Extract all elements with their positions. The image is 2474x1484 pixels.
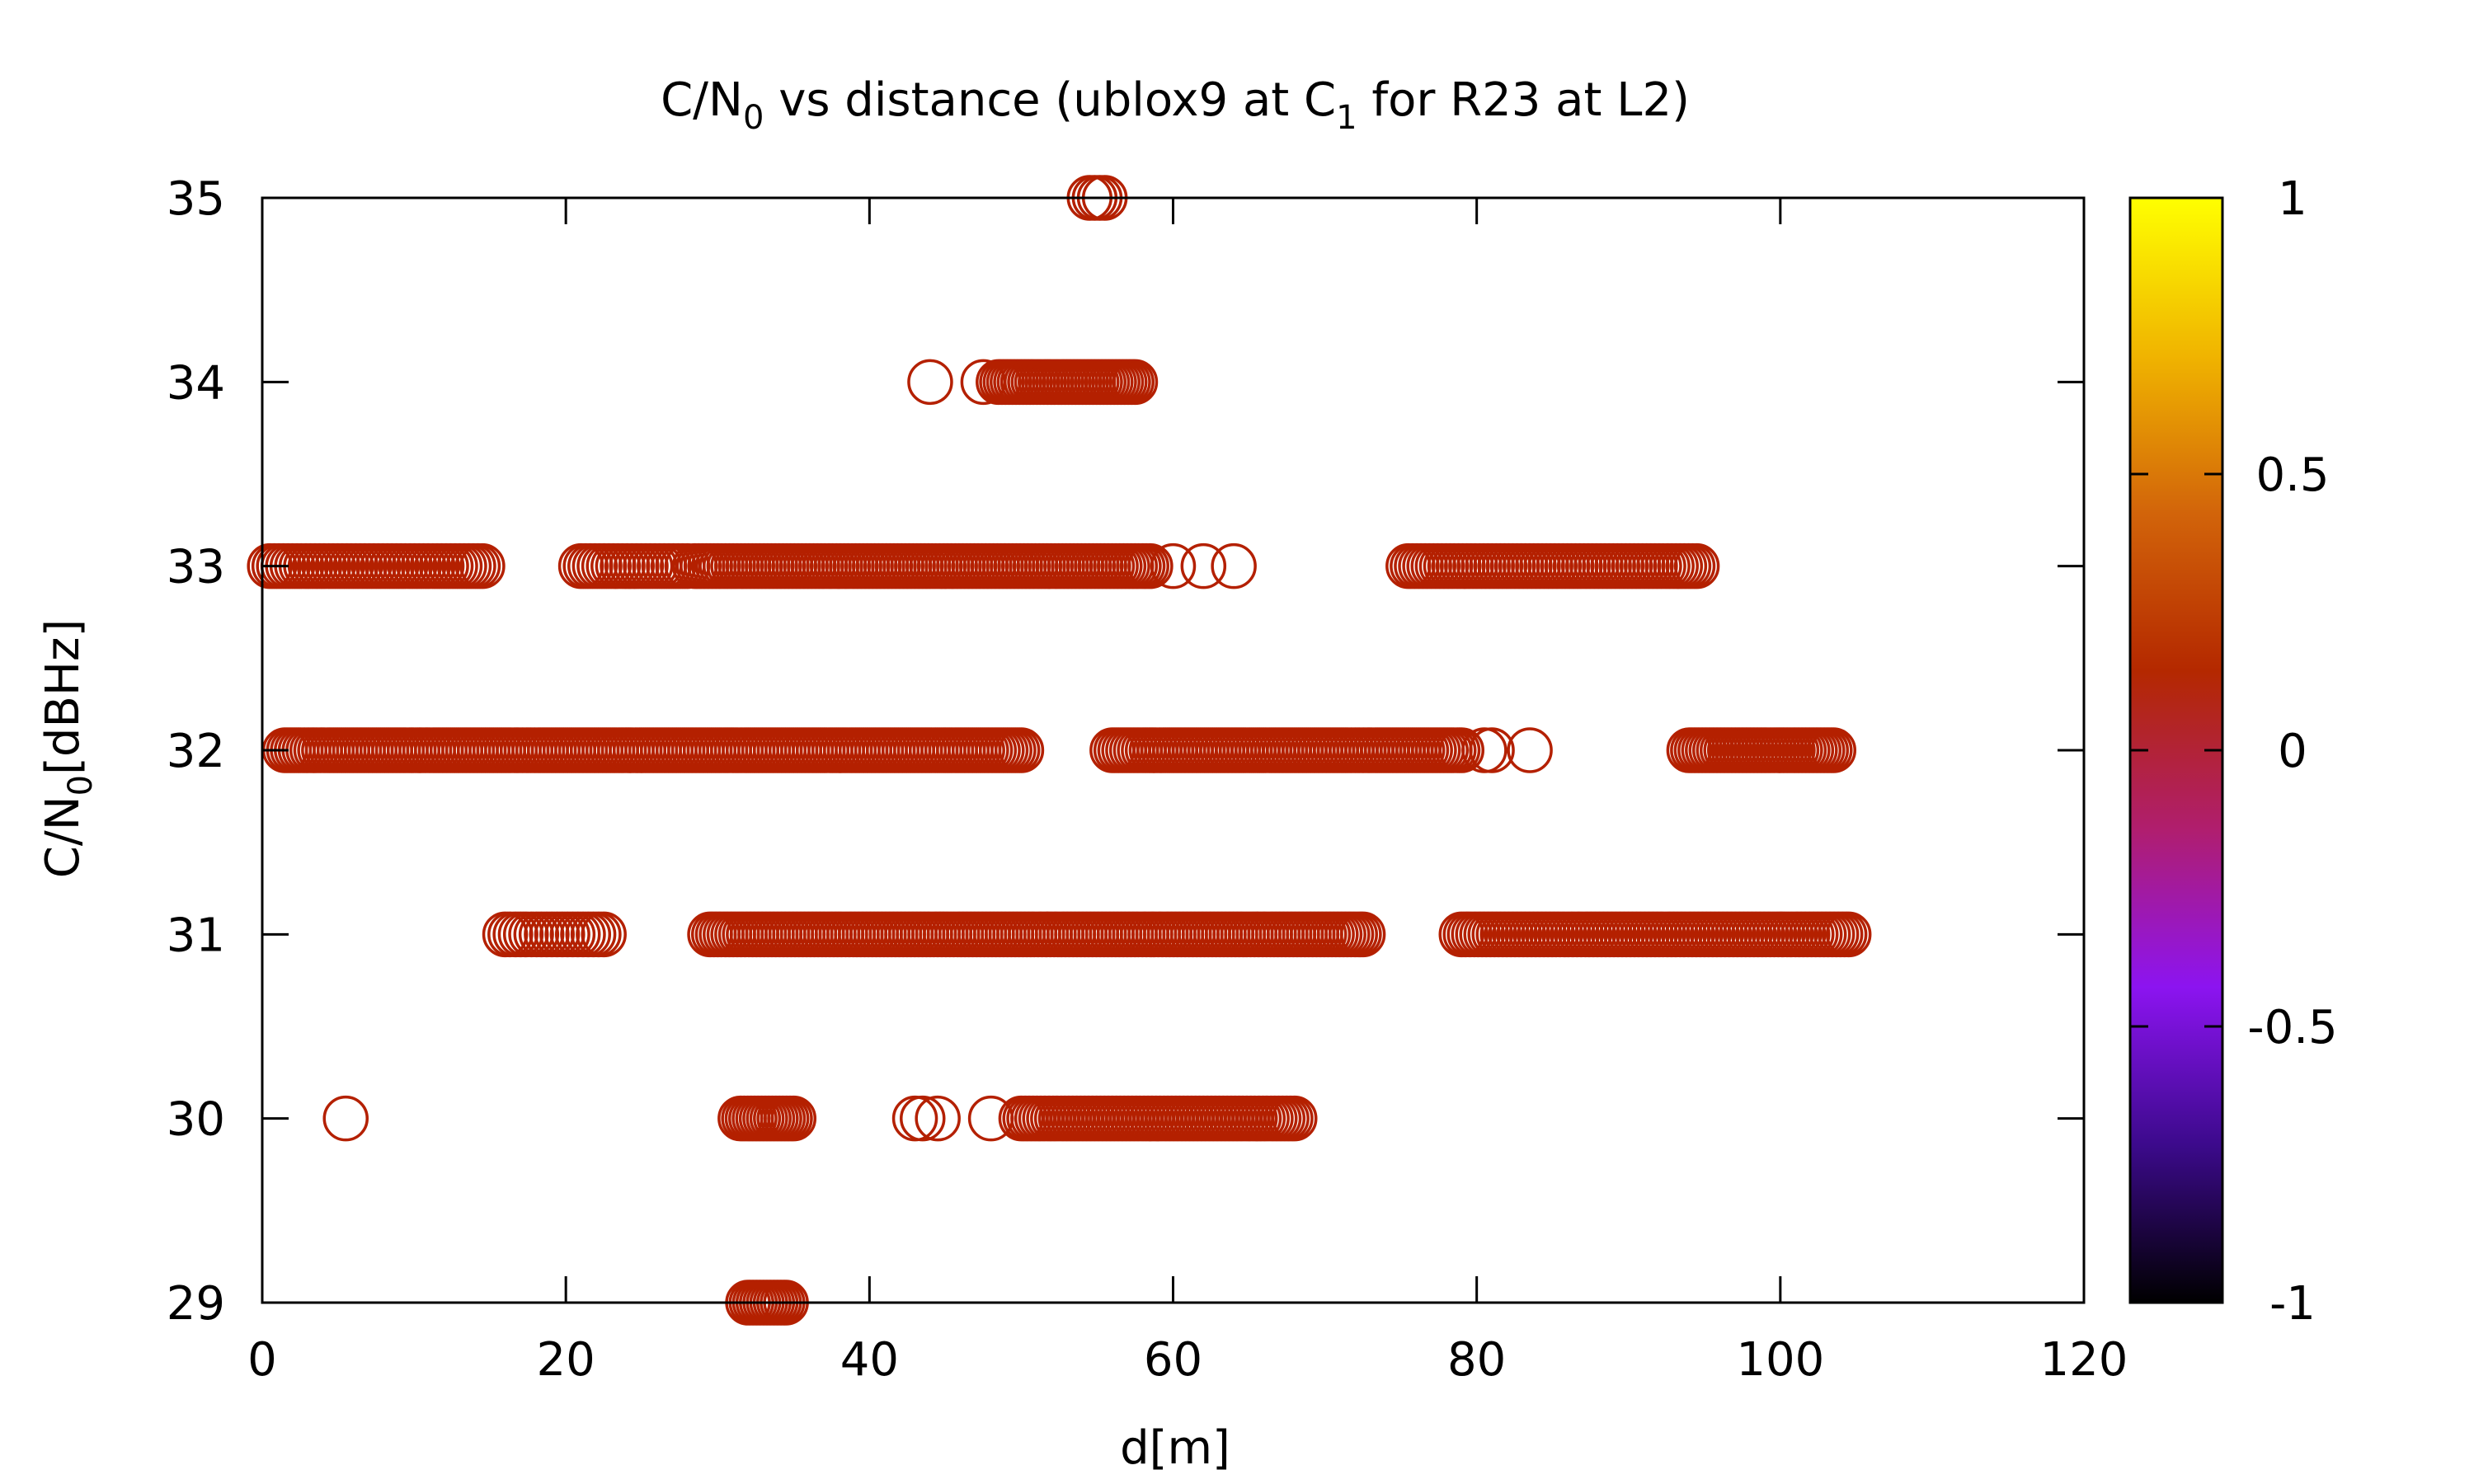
- plot-frame: [261, 196, 2086, 1304]
- data-point: [907, 359, 953, 406]
- y-tick-label: 32: [167, 725, 225, 778]
- colorbar-tick-label: -0.5: [2247, 1001, 2337, 1054]
- data-point: [1825, 911, 1872, 958]
- data-point: [459, 542, 506, 589]
- data-point: [1150, 542, 1197, 589]
- x-axis-ticks: 0 20 40 60 80 100 120: [247, 198, 2128, 1387]
- data-point: [1469, 727, 1515, 773]
- data-points: [247, 175, 1872, 1326]
- data-point: [1127, 542, 1174, 589]
- colorbar-tick-label: 0.5: [2255, 448, 2329, 502]
- data-point: [1673, 542, 1720, 589]
- data-point: [581, 911, 627, 958]
- data-point: [1180, 542, 1227, 589]
- y-tick-label: 29: [167, 1277, 225, 1331]
- data-point: [322, 1095, 369, 1142]
- data-point: [1507, 727, 1553, 773]
- data-point: [1211, 542, 1257, 589]
- y-axis-title: C/N0[dBHz]: [36, 619, 100, 878]
- data-point: [900, 1095, 946, 1142]
- x-tick-label: 80: [1447, 1333, 1506, 1387]
- data-point: [915, 1095, 961, 1142]
- y-axis-ticks: 29 30 31 32 33 34 35: [167, 172, 2084, 1331]
- chart-title: C/N0 vs distance (ublox9 at C1 for R23 a…: [661, 73, 1690, 137]
- colorbar-tick-label: 1: [2278, 172, 2307, 226]
- y-tick-label: 31: [167, 909, 225, 962]
- colorbar-tick-label: -1: [2269, 1277, 2316, 1331]
- x-tick-label: 20: [537, 1333, 595, 1387]
- x-tick-label: 60: [1144, 1333, 1202, 1387]
- colorbar-ticks: -1 -0.5 0 0.5 1: [2130, 172, 2338, 1331]
- x-tick-label: 40: [840, 1333, 899, 1387]
- data-point: [1272, 1095, 1318, 1142]
- x-tick-label: 120: [2040, 1333, 2128, 1387]
- x-tick-label: 0: [247, 1333, 277, 1387]
- x-tick-label: 100: [1736, 1333, 1824, 1387]
- data-point: [1112, 359, 1159, 406]
- x-axis-title: d[m]: [1120, 1421, 1230, 1475]
- data-point: [770, 1095, 817, 1142]
- y-tick-label: 30: [167, 1093, 225, 1147]
- y-tick-label: 33: [167, 541, 225, 594]
- y-tick-label: 34: [167, 356, 225, 410]
- data-point: [1438, 727, 1485, 773]
- colorbar-tick-label: 0: [2278, 725, 2307, 778]
- data-point: [998, 727, 1045, 773]
- data-point: [1339, 911, 1386, 958]
- data-point: [1810, 727, 1857, 773]
- y-tick-label: 35: [167, 172, 225, 226]
